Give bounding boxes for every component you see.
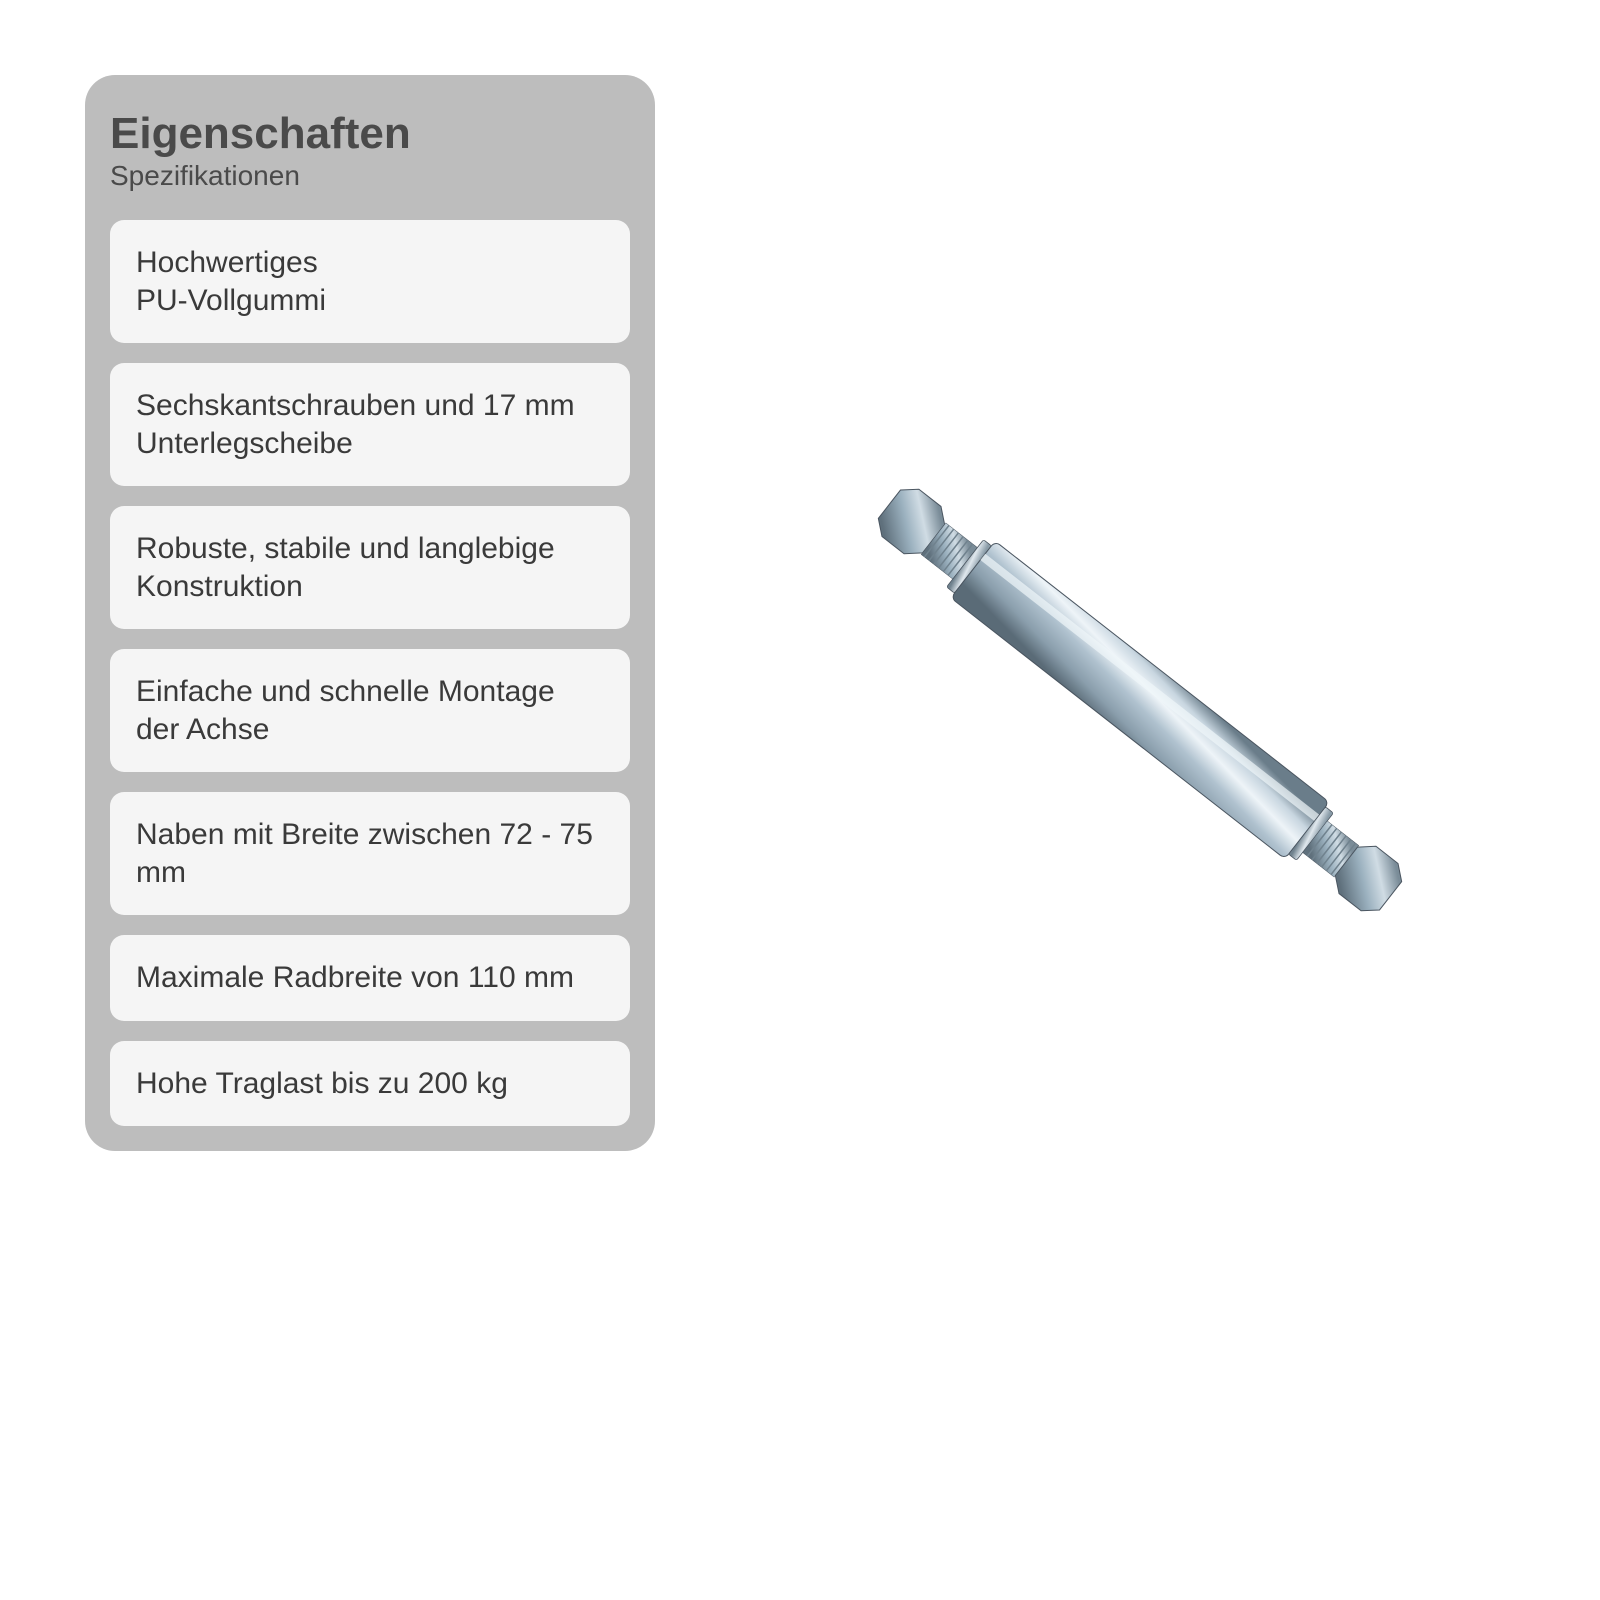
feature-text: Einfache und schnelle Montage der Achse xyxy=(136,675,555,746)
feature-text: Maximale Radbreite von 110 mm xyxy=(136,961,574,994)
feature-text: HochwertigesPU-Vollgummi xyxy=(136,246,326,317)
feature-item: Einfache und schnelle Montage der Achse xyxy=(110,649,630,772)
feature-item: Naben mit Breite zwischen 72 - 75 mm xyxy=(110,792,630,915)
feature-text: Sechskantschrauben und 17 mm Unterlegsch… xyxy=(136,389,575,460)
product-image-axle xyxy=(820,380,1460,1020)
feature-item: Sechskantschrauben und 17 mm Unterlegsch… xyxy=(110,363,630,486)
properties-panel: Eigenschaften Spezifikationen Hochwertig… xyxy=(85,75,655,1151)
feature-item: Hohe Traglast bis zu 200 kg xyxy=(110,1041,630,1127)
feature-item: Robuste, stabile und langlebige Konstruk… xyxy=(110,506,630,629)
panel-title: Eigenschaften xyxy=(110,110,630,158)
panel-subtitle: Spezifikationen xyxy=(110,160,630,192)
feature-item: Maximale Radbreite von 110 mm xyxy=(110,935,630,1021)
feature-item: HochwertigesPU-Vollgummi xyxy=(110,220,630,343)
feature-text: Robuste, stabile und langlebige Konstruk… xyxy=(136,532,555,603)
feature-text: Naben mit Breite zwischen 72 - 75 mm xyxy=(136,818,593,889)
feature-text: Hohe Traglast bis zu 200 kg xyxy=(136,1067,508,1100)
